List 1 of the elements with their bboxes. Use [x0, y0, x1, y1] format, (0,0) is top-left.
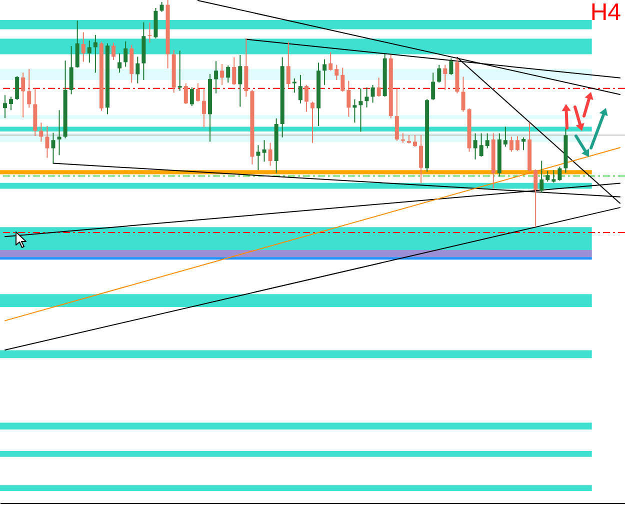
annotation: H4 — [590, 0, 621, 26]
